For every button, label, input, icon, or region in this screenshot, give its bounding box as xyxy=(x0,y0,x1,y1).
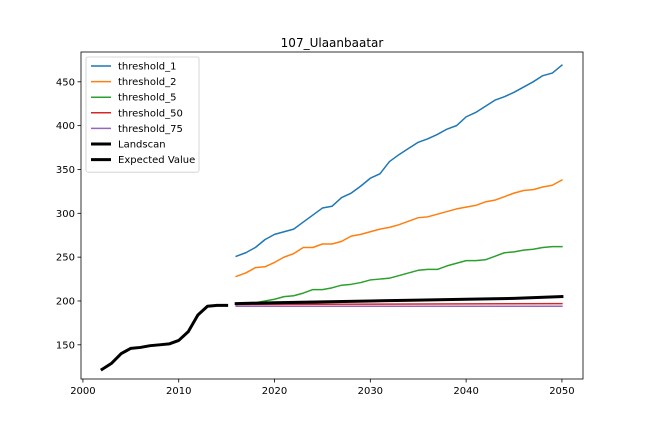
series-line-2 xyxy=(235,245,563,306)
y-axis: 150 200 250 300 350 400 450 xyxy=(56,77,81,351)
legend-label: threshold_5 xyxy=(118,93,176,104)
y-tick-label: 350 xyxy=(56,165,75,176)
y-tick-label: 400 xyxy=(56,121,75,132)
y-tick-label: 450 xyxy=(56,77,75,88)
y-tick-label: 200 xyxy=(56,296,75,307)
plot-frame xyxy=(80,51,584,380)
plot-lines xyxy=(100,64,564,372)
x-tick-label: 2040 xyxy=(453,386,478,397)
y-tick-label: 300 xyxy=(56,209,75,220)
legend-label: Landscan xyxy=(118,140,166,151)
series-line-1 xyxy=(235,178,563,278)
legend-box xyxy=(85,56,200,173)
legend-label: threshold_75 xyxy=(118,124,183,135)
x-tick-label: 2030 xyxy=(358,386,383,397)
y-tick-label: 150 xyxy=(56,340,75,351)
legend: threshold_1 threshold_2 threshold_5thresho… xyxy=(85,56,200,173)
series-line-6 xyxy=(234,295,564,306)
x-tick-label: 2010 xyxy=(166,386,191,397)
legend-label: threshold_1 xyxy=(118,62,176,73)
x-tick-label: 2050 xyxy=(549,386,574,397)
legend-label: threshold_2 xyxy=(118,77,176,88)
series-line-3 xyxy=(235,302,563,306)
legend-label: threshold_50 xyxy=(118,108,183,119)
x-axis: 2000 2010 2020 2030 2040 2050 xyxy=(70,379,575,397)
x-tick-label: 2000 xyxy=(70,386,95,397)
series-line-0 xyxy=(235,64,563,258)
series-line-5 xyxy=(100,303,229,372)
y-tick-label: 250 xyxy=(56,253,75,264)
chart-title: 107_Ulaanbaatar xyxy=(281,36,384,50)
x-tick-label: 2020 xyxy=(262,386,287,397)
legend-label: Expected Value xyxy=(118,155,195,166)
